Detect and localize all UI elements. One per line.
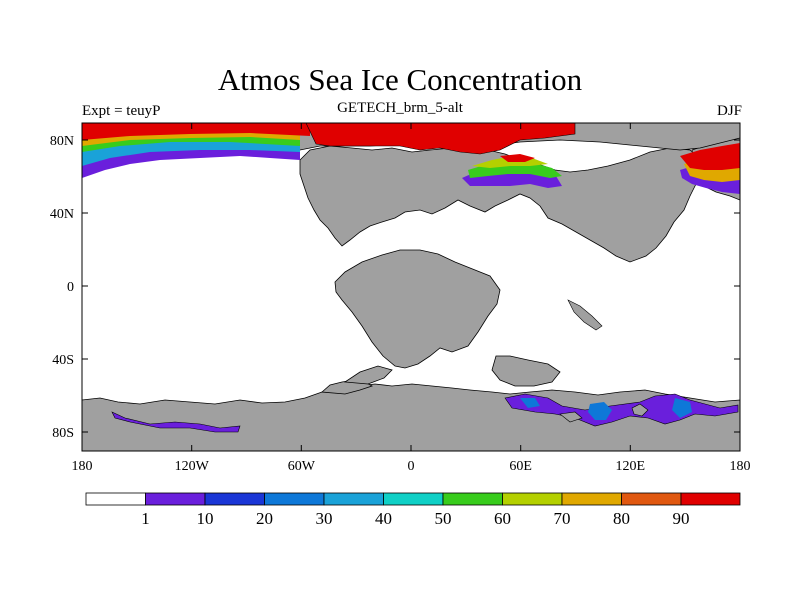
lon-label-60w: 60W (288, 459, 316, 474)
colorbar-box-0 (85, 492, 146, 506)
lon-label-180w: 180 (72, 459, 93, 474)
lat-label-80s: 80S (52, 426, 74, 441)
arctic-sea-ice-west-blue (82, 138, 300, 166)
colorbar-box-6 (442, 492, 503, 506)
lon-label-180e: 180 (730, 459, 751, 474)
southern-sea-ice-inner-3 (672, 398, 692, 418)
lon-label-120w: 120W (175, 459, 210, 474)
india-islands (567, 299, 603, 331)
lat-label-80n: 80N (50, 134, 74, 149)
colorbar-label-30: 30 (316, 509, 333, 528)
colorbar-box-7 (502, 492, 563, 506)
lat-label-40s: 40S (52, 353, 74, 368)
latitude-axis: 80N 40N 0 40S 80S (50, 134, 740, 441)
southern-sea-ice-1 (111, 411, 241, 433)
dataset-label: GETECH_brm_5-alt (337, 100, 463, 116)
colorbar-label-10: 10 (197, 509, 214, 528)
southern-sea-ice-inner-1 (588, 402, 612, 420)
colorbar-label-40: 40 (375, 509, 392, 528)
colorbar-box-4 (323, 492, 384, 506)
colorbar-box-9 (621, 492, 682, 506)
arctic-sea-ice-west-red (82, 123, 310, 140)
colorbar-label-70: 70 (554, 509, 571, 528)
colorbar-label-90: 90 (673, 509, 690, 528)
sub-antarctic-island-2 (559, 411, 583, 423)
arctic-sea-ice-kara-red (500, 154, 535, 162)
map-title: Atmos Sea Ice Concentration (217, 62, 583, 97)
colorbar-box-1 (145, 492, 206, 506)
africa-south-landmass (491, 355, 561, 387)
colorbar-label-60: 60 (494, 509, 511, 528)
longitude-axis: 180 120W 60W 0 60E 120E 180 (72, 123, 751, 474)
colorbar-label-50: 50 (435, 509, 452, 528)
colorbar-box-10 (680, 492, 741, 506)
lat-label-0: 0 (67, 280, 74, 295)
season-label: DJF (716, 103, 742, 119)
south-america-landmass (334, 249, 501, 369)
colorbar: 1 10 20 30 40 50 60 70 80 90 (85, 492, 741, 528)
lon-label-120e: 120E (616, 459, 646, 474)
arctic-sea-ice-central-red (305, 123, 576, 155)
lon-label-60e: 60E (509, 459, 532, 474)
colorbar-label-1: 1 (141, 509, 150, 528)
colorbar-label-80: 80 (613, 509, 630, 528)
lon-label-0: 0 (408, 459, 415, 474)
colorbar-box-5 (383, 492, 444, 506)
arctic-sea-ice-east-red (680, 143, 740, 170)
colorbar-box-3 (264, 492, 325, 506)
sub-antarctic-island-1 (631, 403, 649, 417)
africa-eurasia-landmass (299, 145, 703, 263)
colorbar-box-2 (204, 492, 265, 506)
experiment-label: Expt = teuyP (82, 103, 161, 119)
patagonia-landmass (343, 365, 393, 385)
southern-sea-ice-inner-2 (520, 398, 540, 408)
lat-label-40n: 40N (50, 207, 74, 222)
colorbar-box-8 (561, 492, 622, 506)
colorbar-label-20: 20 (256, 509, 273, 528)
